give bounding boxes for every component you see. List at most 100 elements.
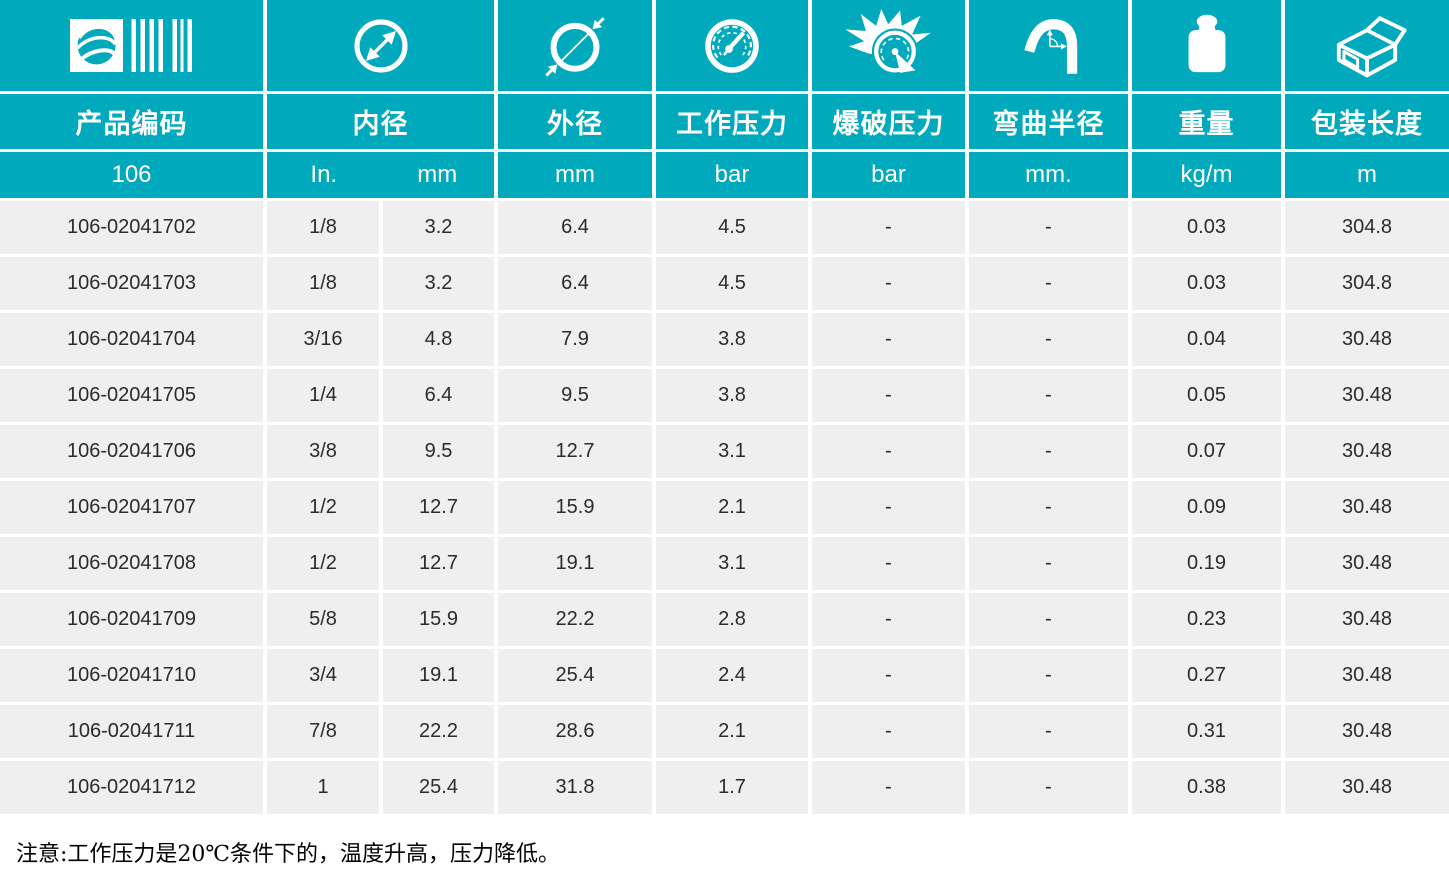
icon-cell-burst-pressure — [812, 0, 965, 91]
weight-icon — [1188, 14, 1225, 72]
cell-bend-radius: - — [969, 649, 1128, 702]
cell-working-pressure: 3.8 — [656, 313, 808, 366]
cell-product-code: 106-02041709 — [0, 593, 263, 646]
cell-package-length: 30.48 — [1285, 425, 1449, 478]
cell-bend-radius: - — [969, 201, 1128, 254]
bend-radius-icon — [1023, 18, 1077, 74]
cell-bend-radius: - — [969, 537, 1128, 590]
icon-cell-product-code — [0, 0, 263, 91]
cell-inner-diameter-mm: 22.2 — [383, 705, 494, 758]
cell-outer-diameter: 6.4 — [498, 201, 652, 254]
cell-product-code: 106-02041705 — [0, 369, 263, 422]
cell-burst-pressure: - — [812, 257, 965, 310]
cell-inner-diameter-mm: 15.9 — [383, 593, 494, 646]
cell-weight: 0.03 — [1132, 201, 1281, 254]
cell-weight: 0.23 — [1132, 593, 1281, 646]
cell-weight: 0.07 — [1132, 425, 1281, 478]
cell-weight: 0.27 — [1132, 649, 1281, 702]
unit-cell-weight: kg/m — [1132, 152, 1281, 198]
cell-bend-radius: - — [969, 761, 1128, 814]
cell-inner-diameter-in: 1/8 — [267, 201, 379, 254]
cell-outer-diameter: 28.6 — [498, 705, 652, 758]
icon-cell-inner-diameter — [267, 0, 494, 91]
column-header-outer-diameter: 外径 — [498, 94, 652, 149]
column-header-weight: 重量 — [1132, 94, 1281, 149]
inner-diameter-icon — [353, 18, 408, 73]
unit-cell-working-pressure: bar — [656, 152, 808, 198]
outer-diameter-icon — [545, 16, 605, 77]
unit-inches: In. — [310, 161, 338, 188]
cell-burst-pressure: - — [812, 313, 965, 366]
cell-outer-diameter: 25.4 — [498, 649, 652, 702]
cell-outer-diameter: 19.1 — [498, 537, 652, 590]
cell-outer-diameter: 15.9 — [498, 481, 652, 534]
icon-cell-working-pressure — [656, 0, 808, 91]
cell-bend-radius: - — [969, 481, 1128, 534]
cell-inner-diameter-in: 5/8 — [267, 593, 379, 646]
cell-bend-radius: - — [969, 369, 1128, 422]
cell-outer-diameter: 22.2 — [498, 593, 652, 646]
cell-package-length: 30.48 — [1285, 537, 1449, 590]
unit-cell-outer-diameter: mm — [498, 152, 652, 198]
cell-inner-diameter-in: 3/8 — [267, 425, 379, 478]
column-header-working-pressure: 工作压力 — [656, 94, 808, 149]
cell-inner-diameter-mm: 12.7 — [383, 481, 494, 534]
cell-burst-pressure: - — [812, 537, 965, 590]
cell-product-code: 106-02041708 — [0, 537, 263, 590]
column-header-bend-radius: 弯曲半径 — [969, 94, 1128, 149]
cell-burst-pressure: - — [812, 425, 965, 478]
cell-inner-diameter-mm: 19.1 — [383, 649, 494, 702]
cell-product-code: 106-02041711 — [0, 705, 263, 758]
column-header-burst-pressure: 爆破压力 — [812, 94, 965, 149]
cell-burst-pressure: - — [812, 761, 965, 814]
unit-mm: mm — [417, 161, 458, 188]
cell-weight: 0.09 — [1132, 481, 1281, 534]
cell-package-length: 30.48 — [1285, 705, 1449, 758]
cell-weight: 0.05 — [1132, 369, 1281, 422]
cell-inner-diameter-in: 1/2 — [267, 481, 379, 534]
cell-inner-diameter-in: 3/4 — [267, 649, 379, 702]
icon-cell-outer-diameter — [498, 0, 652, 91]
cell-weight: 0.31 — [1132, 705, 1281, 758]
cell-package-length: 30.48 — [1285, 369, 1449, 422]
cell-burst-pressure: - — [812, 481, 965, 534]
spec-table: 产品编码 内径 外径 工作压力 爆破压力 弯曲半径 重量 包装长度 106 In… — [0, 0, 1449, 814]
cell-bend-radius: - — [969, 313, 1128, 366]
cell-working-pressure: 2.1 — [656, 705, 808, 758]
cell-working-pressure: 4.5 — [656, 257, 808, 310]
cell-product-code: 106-02041703 — [0, 257, 263, 310]
cell-package-length: 304.8 — [1285, 201, 1449, 254]
cell-outer-diameter: 31.8 — [498, 761, 652, 814]
cell-inner-diameter-mm: 3.2 — [383, 257, 494, 310]
cell-package-length: 30.48 — [1285, 649, 1449, 702]
cell-package-length: 30.48 — [1285, 593, 1449, 646]
cell-product-code: 106-02041712 — [0, 761, 263, 814]
cell-product-code: 106-02041702 — [0, 201, 263, 254]
footnote: 注意:工作压力是20℃条件下的，温度升高，压力降低。 — [16, 842, 561, 867]
cell-inner-diameter-mm: 3.2 — [383, 201, 494, 254]
icon-cell-bend-radius — [969, 0, 1128, 91]
cell-bend-radius: - — [969, 705, 1128, 758]
cell-inner-diameter-mm: 9.5 — [383, 425, 494, 478]
cell-burst-pressure: - — [812, 201, 965, 254]
cell-outer-diameter: 12.7 — [498, 425, 652, 478]
cell-inner-diameter-in: 7/8 — [267, 705, 379, 758]
cell-inner-diameter-mm: 25.4 — [383, 761, 494, 814]
cell-weight: 0.04 — [1132, 313, 1281, 366]
cell-inner-diameter-mm: 12.7 — [383, 537, 494, 590]
cell-bend-radius: - — [969, 257, 1128, 310]
cell-working-pressure: 4.5 — [656, 201, 808, 254]
cell-inner-diameter-mm: 6.4 — [383, 369, 494, 422]
cell-bend-radius: - — [969, 425, 1128, 478]
cell-bend-radius: - — [969, 593, 1128, 646]
cell-burst-pressure: - — [812, 369, 965, 422]
cell-working-pressure: 3.1 — [656, 425, 808, 478]
cell-package-length: 30.48 — [1285, 481, 1449, 534]
cell-weight: 0.19 — [1132, 537, 1281, 590]
unit-cell-burst-pressure: bar — [812, 152, 965, 198]
cell-inner-diameter-mm: 4.8 — [383, 313, 494, 366]
cell-package-length: 304.8 — [1285, 257, 1449, 310]
cell-outer-diameter: 9.5 — [498, 369, 652, 422]
cell-product-code: 106-02041710 — [0, 649, 263, 702]
cell-package-length: 30.48 — [1285, 313, 1449, 366]
